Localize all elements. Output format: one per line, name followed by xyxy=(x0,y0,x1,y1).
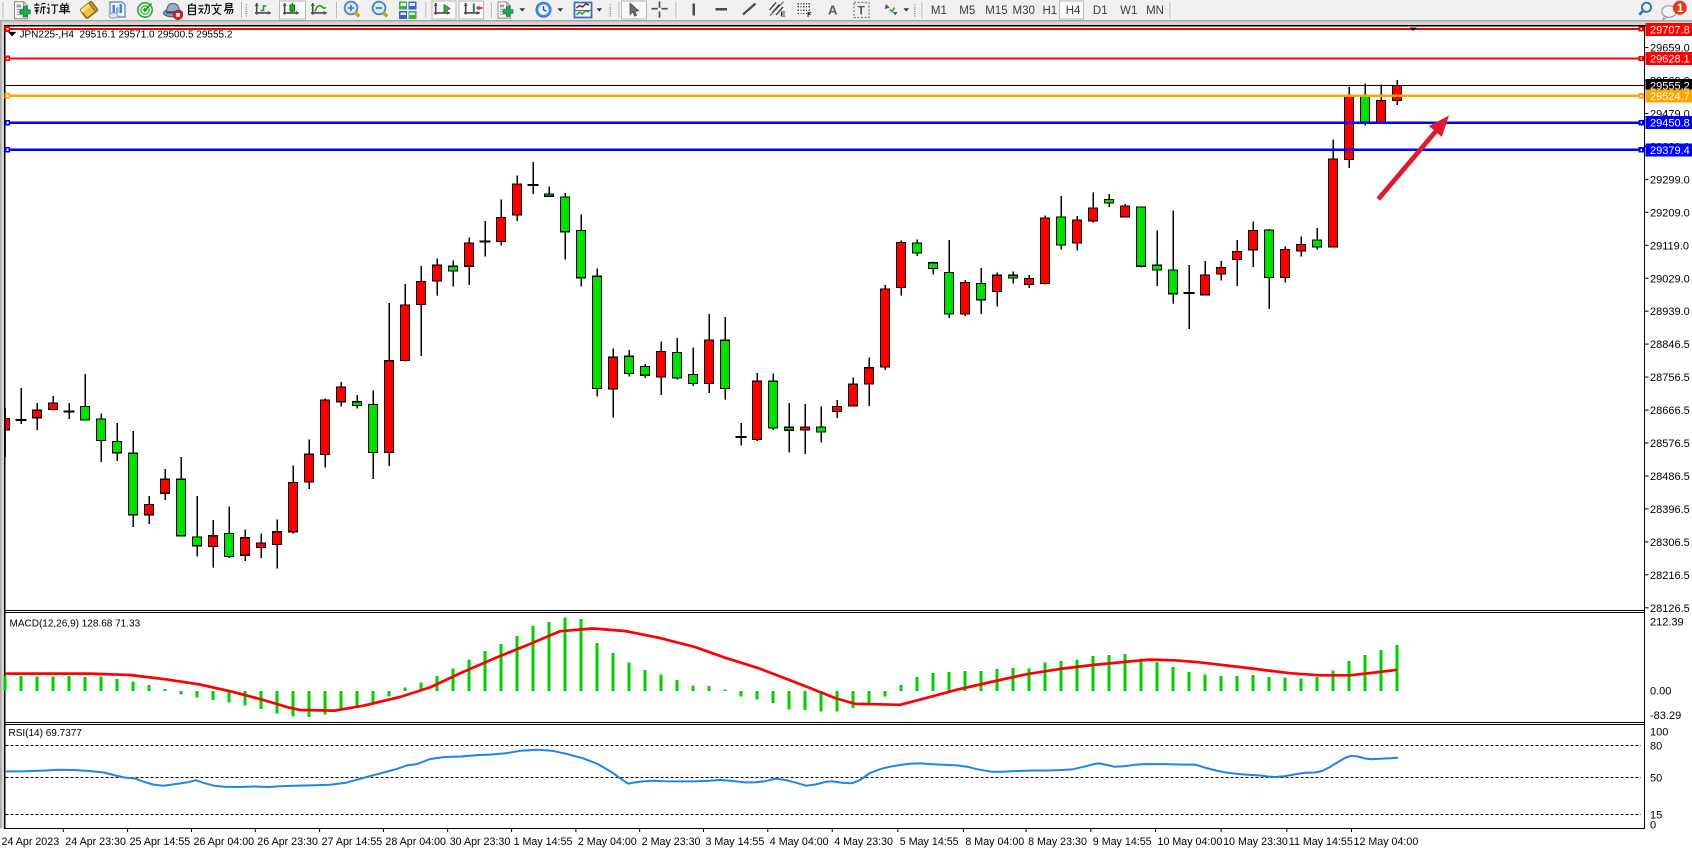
svg-text:F: F xyxy=(807,10,812,19)
svg-text:5 May 14:55: 5 May 14:55 xyxy=(900,836,959,848)
svg-text:29029.0: 29029.0 xyxy=(1650,273,1690,285)
svg-text:28126.5: 28126.5 xyxy=(1650,603,1690,615)
svg-text:28756.5: 28756.5 xyxy=(1650,372,1690,384)
svg-text:25 Apr 14:55: 25 Apr 14:55 xyxy=(130,836,191,848)
svg-text:10 May 23:30: 10 May 23:30 xyxy=(1223,836,1288,848)
svg-text:29659.0: 29659.0 xyxy=(1650,43,1690,55)
svg-text:9 May 14:55: 9 May 14:55 xyxy=(1093,836,1152,848)
svg-text:28576.5: 28576.5 xyxy=(1650,438,1690,450)
svg-text:28396.5: 28396.5 xyxy=(1650,504,1690,516)
svg-text:H4: H4 xyxy=(1066,5,1081,17)
svg-text:10 May 04:00: 10 May 04:00 xyxy=(1158,836,1223,848)
svg-text:29628.1: 29628.1 xyxy=(1650,53,1690,65)
svg-text:29119.0: 29119.0 xyxy=(1650,240,1689,252)
svg-text:8 May 04:00: 8 May 04:00 xyxy=(965,836,1024,848)
svg-text:29450.8: 29450.8 xyxy=(1650,118,1690,130)
svg-text:28939.0: 28939.0 xyxy=(1650,306,1690,318)
svg-text:50: 50 xyxy=(1650,773,1662,785)
svg-text:29524.7: 29524.7 xyxy=(1650,91,1690,103)
svg-text:28846.5: 28846.5 xyxy=(1650,339,1690,351)
svg-text:4 May 23:30: 4 May 23:30 xyxy=(834,836,893,848)
svg-text:W1: W1 xyxy=(1120,5,1137,17)
svg-text:15: 15 xyxy=(1650,810,1662,822)
svg-text:28666.5: 28666.5 xyxy=(1650,405,1690,417)
svg-text:M5: M5 xyxy=(959,5,975,17)
svg-text:M15: M15 xyxy=(985,5,1007,17)
svg-text:27 Apr 14:55: 27 Apr 14:55 xyxy=(322,836,383,848)
svg-text:26 Apr 04:00: 26 Apr 04:00 xyxy=(194,836,255,848)
svg-text:0: 0 xyxy=(1650,820,1656,832)
svg-text:4 May 04:00: 4 May 04:00 xyxy=(770,836,829,848)
svg-text:H1: H1 xyxy=(1043,5,1058,17)
svg-text:29209.0: 29209.0 xyxy=(1650,207,1690,219)
svg-text:29299.0: 29299.0 xyxy=(1650,174,1690,186)
svg-text:MN: MN xyxy=(1146,5,1164,17)
svg-text:MACD(12,26,9) 128.68 71.33: MACD(12,26,9) 128.68 71.33 xyxy=(10,618,141,629)
svg-text:T: T xyxy=(858,4,866,18)
svg-text:28486.5: 28486.5 xyxy=(1650,471,1690,483)
svg-text:M1: M1 xyxy=(931,5,947,17)
svg-text:24 Apr 23:30: 24 Apr 23:30 xyxy=(65,836,126,848)
svg-text:28306.5: 28306.5 xyxy=(1650,537,1690,549)
svg-text:8 May 23:30: 8 May 23:30 xyxy=(1028,836,1087,848)
svg-text:212.39: 212.39 xyxy=(1650,617,1684,629)
svg-text:2 May 04:00: 2 May 04:00 xyxy=(578,836,637,848)
svg-text:RSI(14) 69.7377: RSI(14) 69.7377 xyxy=(9,728,83,739)
svg-text:E: E xyxy=(781,10,786,19)
svg-text:0.00: 0.00 xyxy=(1650,686,1671,698)
svg-text:80: 80 xyxy=(1650,741,1662,753)
svg-text:30 Apr 23:30: 30 Apr 23:30 xyxy=(450,836,511,848)
svg-text:JPN225-,H4 29516.1 29571.0 29: JPN225-,H4 29516.1 29571.0 29500.5 29555… xyxy=(20,30,233,41)
svg-text:M30: M30 xyxy=(1013,5,1035,17)
svg-text:29707.8: 29707.8 xyxy=(1650,24,1690,36)
svg-text:12 May 04:00: 12 May 04:00 xyxy=(1354,836,1419,848)
svg-text:A: A xyxy=(828,3,838,18)
svg-text:29379.4: 29379.4 xyxy=(1650,145,1690,157)
svg-text:26 Apr 23:30: 26 Apr 23:30 xyxy=(257,836,318,848)
svg-text:24 Apr 2023: 24 Apr 2023 xyxy=(2,836,60,848)
svg-text:1 May 14:55: 1 May 14:55 xyxy=(514,836,573,848)
svg-text:100: 100 xyxy=(1650,727,1668,739)
svg-text:2 May 23:30: 2 May 23:30 xyxy=(642,836,701,848)
svg-text:D1: D1 xyxy=(1093,5,1108,17)
svg-text:3 May 14:55: 3 May 14:55 xyxy=(706,836,765,848)
svg-text:28 Apr 04:00: 28 Apr 04:00 xyxy=(385,836,446,848)
svg-text:-83.29: -83.29 xyxy=(1650,710,1681,722)
svg-text:28216.5: 28216.5 xyxy=(1650,570,1690,582)
svg-text:1: 1 xyxy=(1677,3,1684,15)
svg-text:11 May 14:55: 11 May 14:55 xyxy=(1289,836,1353,848)
